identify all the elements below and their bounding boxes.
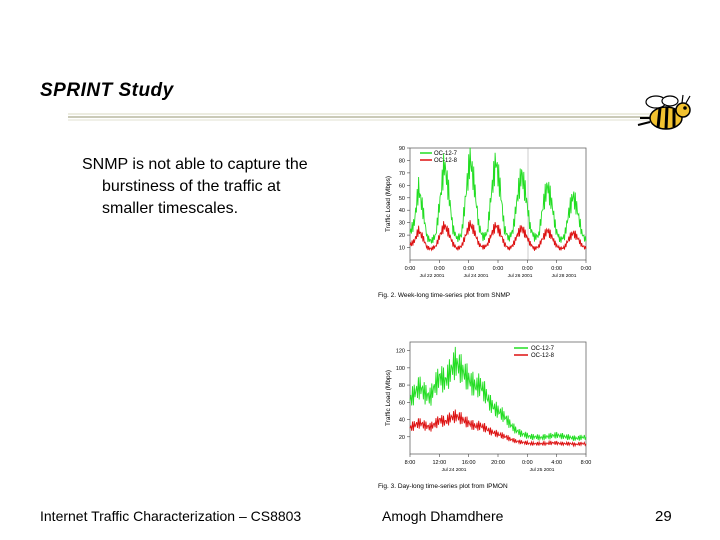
x-tick-label: 0:00 xyxy=(493,266,504,272)
legend-label: OC-12-7 xyxy=(434,151,458,157)
x-tick-label: 0:00 xyxy=(405,266,416,272)
x-date-label: Jul 26 2001 xyxy=(508,273,533,279)
y-axis-label: Traffic Load (Mbps) xyxy=(385,370,392,426)
x-tick-label: 0:00 xyxy=(522,460,533,466)
bullet-line: smaller timescales. xyxy=(102,200,239,217)
y-tick-label: 120 xyxy=(396,349,405,355)
series-line-oc-12-8 xyxy=(409,220,587,252)
figure-caption: Fig. 3. Day-long time-series plot from I… xyxy=(378,483,508,490)
footer-course: Internet Traffic Characterization – CS88… xyxy=(40,508,302,524)
y-tick-label: 30 xyxy=(399,221,405,227)
footer-author: Amogh Dhamdhere xyxy=(382,508,504,524)
y-tick-label: 80 xyxy=(399,158,405,164)
figure-caption: Fig. 2. Week-long time-series plot from … xyxy=(378,292,510,299)
x-tick-label: 0:00 xyxy=(581,266,592,272)
y-tick-label: 100 xyxy=(396,366,405,372)
snmp-week-chart: 10 20 30 40 50 60 70 80 90 0:00 0:00 0:00 0:00 0:00 0… xyxy=(378,146,592,299)
series-line-oc-12-7 xyxy=(409,346,587,442)
y-tick-label: 40 xyxy=(399,418,405,424)
legend: OC-12-7 OC-12-8 xyxy=(420,151,458,164)
y-tick-label: 60 xyxy=(399,400,405,406)
y-tick-label: 70 xyxy=(399,171,405,177)
bullet-line: SNMP is not able to capture the xyxy=(82,156,308,173)
x-tick-label: 0:00 xyxy=(434,266,445,272)
y-tick-label: 40 xyxy=(399,208,405,214)
x-date-label: Jul 25 2001 xyxy=(530,467,555,473)
x-tick-label: 16:00 xyxy=(462,460,476,466)
y-tick-label: 80 xyxy=(399,383,405,389)
x-date-label: Jul 24 2001 xyxy=(464,273,489,279)
title-underline xyxy=(68,113,653,121)
legend: OC-12-7 OC-12-8 xyxy=(514,346,555,359)
x-date-label: Jul 24 2001 xyxy=(442,467,467,473)
ipmon-day-chart: 20 40 60 80 100 120 8:00 12:00 16:00 20:00 0:00 4:… xyxy=(378,341,592,490)
y-tick-label: 10 xyxy=(399,246,405,252)
legend-label: OC-12-8 xyxy=(434,158,458,164)
x-date-label: Jul 28 2001 xyxy=(552,273,577,279)
y-tick-label: 90 xyxy=(399,146,405,152)
y-tick-label: 20 xyxy=(399,435,405,441)
x-date-label: Jul 22 2001 xyxy=(420,273,445,279)
x-tick-label: 20:00 xyxy=(491,460,505,466)
bee-mascot-icon xyxy=(637,94,691,130)
x-tick-label: 8:00 xyxy=(581,460,592,466)
slide-title: SPRINT Study xyxy=(40,80,174,101)
y-tick-label: 50 xyxy=(399,196,405,202)
series-line-oc-12-8 xyxy=(409,409,587,448)
bullet-line: burstiness of the traffic at xyxy=(102,178,281,195)
x-tick-label: 0:00 xyxy=(551,266,562,272)
y-tick-label: 60 xyxy=(399,183,405,189)
x-tick-label: 12:00 xyxy=(432,460,446,466)
legend-label: OC-12-7 xyxy=(531,346,555,352)
x-tick-label: 8:00 xyxy=(405,460,416,466)
x-tick-label: 0:00 xyxy=(522,266,533,272)
series-line-oc-12-7 xyxy=(409,147,587,244)
legend-label: OC-12-8 xyxy=(531,353,555,359)
y-tick-label: 20 xyxy=(399,233,405,239)
y-axis-label: Traffic Load (Mbps) xyxy=(385,176,392,232)
bullet-text: SNMP is not able to capture the burstine… xyxy=(82,154,372,220)
page-number: 29 xyxy=(655,508,672,525)
x-tick-label: 0:00 xyxy=(463,266,474,272)
x-tick-label: 4:00 xyxy=(551,460,562,466)
